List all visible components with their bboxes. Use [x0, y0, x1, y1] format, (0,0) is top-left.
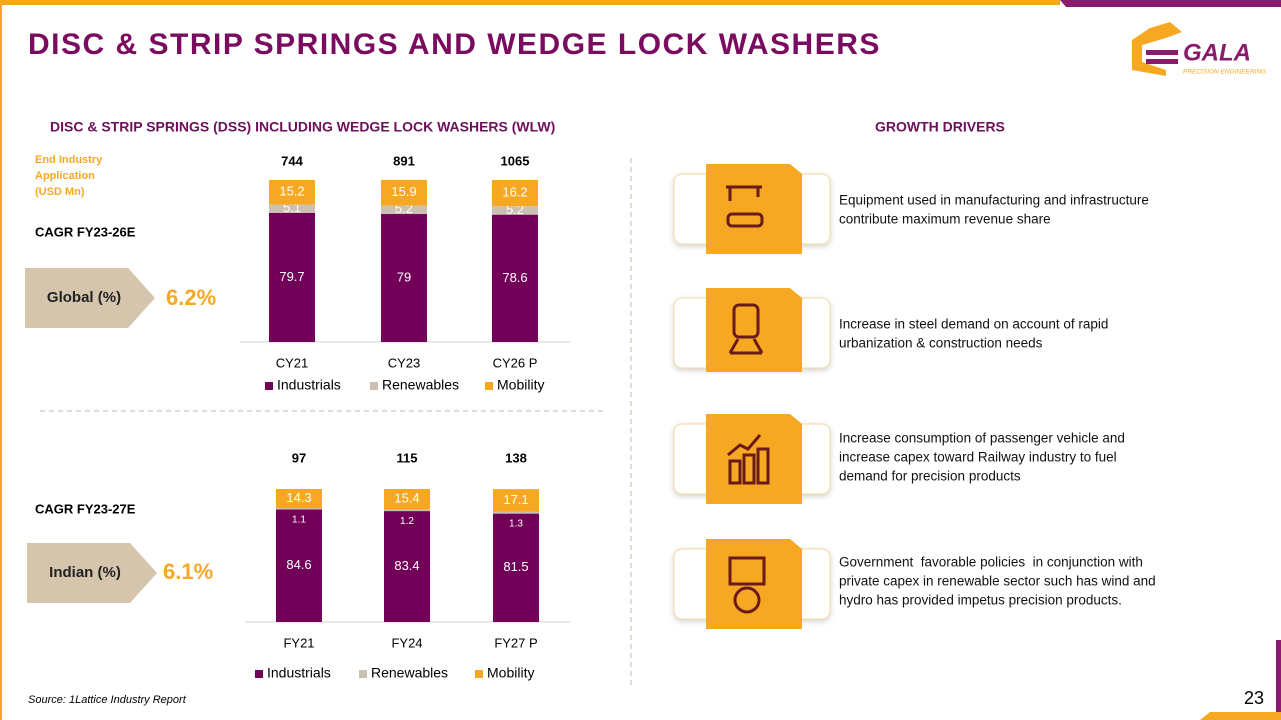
legend-swatch [370, 382, 378, 390]
unit-label: Application [35, 170, 95, 182]
bar-segment [276, 509, 322, 622]
bar-segment [381, 205, 427, 215]
growth-title: GROWTH DRIVERS [875, 119, 1005, 135]
legend-label: Mobility [497, 377, 544, 393]
bar-segment [384, 509, 430, 512]
left-band [0, 5, 2, 720]
unit-label: (USD Mn) [35, 186, 85, 198]
legend-label: Mobility [487, 665, 534, 681]
right-band [1276, 640, 1281, 720]
bottom-band [1200, 712, 1281, 720]
value-label: 16.2 [502, 185, 527, 200]
bar-segment [269, 204, 315, 213]
legend-swatch [485, 382, 493, 390]
bar-segment [384, 489, 430, 510]
value-label: 15.9 [391, 184, 416, 199]
value-label: 15.2 [279, 184, 304, 199]
bar-segment [381, 214, 427, 342]
logo-name: GALA [1183, 39, 1251, 66]
value-label: 1.1 [292, 515, 306, 526]
region-label: Global (%) [47, 289, 121, 306]
total-label: 891 [393, 153, 415, 168]
driver-text: Increase in steel demand on account of r… [839, 317, 1108, 332]
x-tick-label: FY21 [283, 635, 314, 650]
bar-segment [276, 489, 322, 509]
bar-segment [269, 212, 315, 342]
legend-label: Industrials [267, 665, 331, 681]
driver-text: contribute maximum revenue share [839, 212, 1051, 227]
value-label: 1.2 [400, 516, 414, 527]
total-label: 744 [281, 153, 303, 168]
value-label: 83.4 [394, 558, 419, 573]
value-label: 79.7 [279, 269, 304, 284]
logo: GALA PRECISION ENGINEERING [1132, 22, 1266, 76]
region-label: Indian (%) [49, 564, 121, 581]
driver-text: demand for precision products [839, 469, 1021, 484]
total-label: 115 [397, 450, 418, 465]
x-tick-label: FY24 [391, 635, 422, 650]
value-label: 78.6 [502, 270, 527, 285]
bar-segment [492, 214, 538, 342]
cagr-label: CAGR FY23-26E [35, 224, 136, 239]
legend-label: Industrials [277, 377, 341, 393]
driver-text: hydro has provided impetus precision pro… [839, 593, 1122, 608]
bar-segment [492, 206, 538, 215]
driver-text: Government favorable policies in conjunc… [839, 555, 1143, 570]
section-title: DISC & STRIP SPRINGS (DSS) INCLUDING WED… [50, 119, 555, 135]
legend-swatch [255, 670, 263, 678]
x-tick-label: CY26 P [493, 355, 538, 370]
bar-segment [493, 489, 539, 512]
top-band-accent [1060, 0, 1281, 7]
bar-segment [384, 511, 430, 622]
total-label: 138 [505, 450, 527, 465]
page-number: 23 [1244, 688, 1264, 708]
cagr-value: 6.2% [166, 285, 216, 310]
legend-label: Renewables [371, 665, 448, 681]
legend-swatch [265, 382, 273, 390]
driver-text: Increase consumption of passenger vehicl… [839, 431, 1125, 446]
cagr-value: 6.1% [163, 559, 213, 584]
unit-label: End Industry [35, 154, 103, 166]
bar-segment [276, 508, 322, 510]
total-label: 97 [292, 450, 306, 465]
region-box [27, 543, 157, 603]
bar-segment [269, 180, 315, 205]
bar-segment [381, 179, 427, 206]
top-band [0, 0, 1060, 5]
value-label: 15.4 [394, 491, 419, 506]
value-label: 84.6 [286, 557, 311, 572]
value-label: 1.3 [509, 519, 523, 530]
slide-title: DISC & STRIP SPRINGS AND WEDGE LOCK WASH… [28, 28, 881, 61]
driver-text: private capex in renewable sector such h… [839, 574, 1156, 589]
value-label: 14.3 [286, 490, 311, 505]
x-tick-label: CY23 [388, 355, 421, 370]
legend-swatch [475, 670, 483, 678]
logo-tagline: PRECISION ENGINEERING [1183, 69, 1266, 76]
x-tick-label: CY21 [276, 355, 309, 370]
bar-segment [492, 180, 538, 207]
source: Source: 1Lattice Industry Report [28, 694, 187, 706]
value-label: 79 [397, 269, 411, 284]
total-label: 1065 [501, 153, 530, 168]
region-box [25, 268, 155, 328]
value-label: 17.1 [503, 492, 528, 507]
bar-segment [493, 513, 539, 622]
value-label: 81.5 [503, 559, 528, 574]
driver-text: increase capex toward Railway industry t… [839, 450, 1117, 465]
driver-cards [673, 164, 831, 629]
legend-swatch [359, 670, 367, 678]
driver-text: Equipment used in manufacturing and infr… [839, 193, 1149, 208]
bar-segment [493, 511, 539, 514]
x-tick-label: FY27 P [494, 635, 537, 650]
cagr-label: CAGR FY23-27E [35, 501, 136, 516]
legend-label: Renewables [382, 377, 459, 393]
driver-text: urbanization & construction needs [839, 336, 1043, 351]
